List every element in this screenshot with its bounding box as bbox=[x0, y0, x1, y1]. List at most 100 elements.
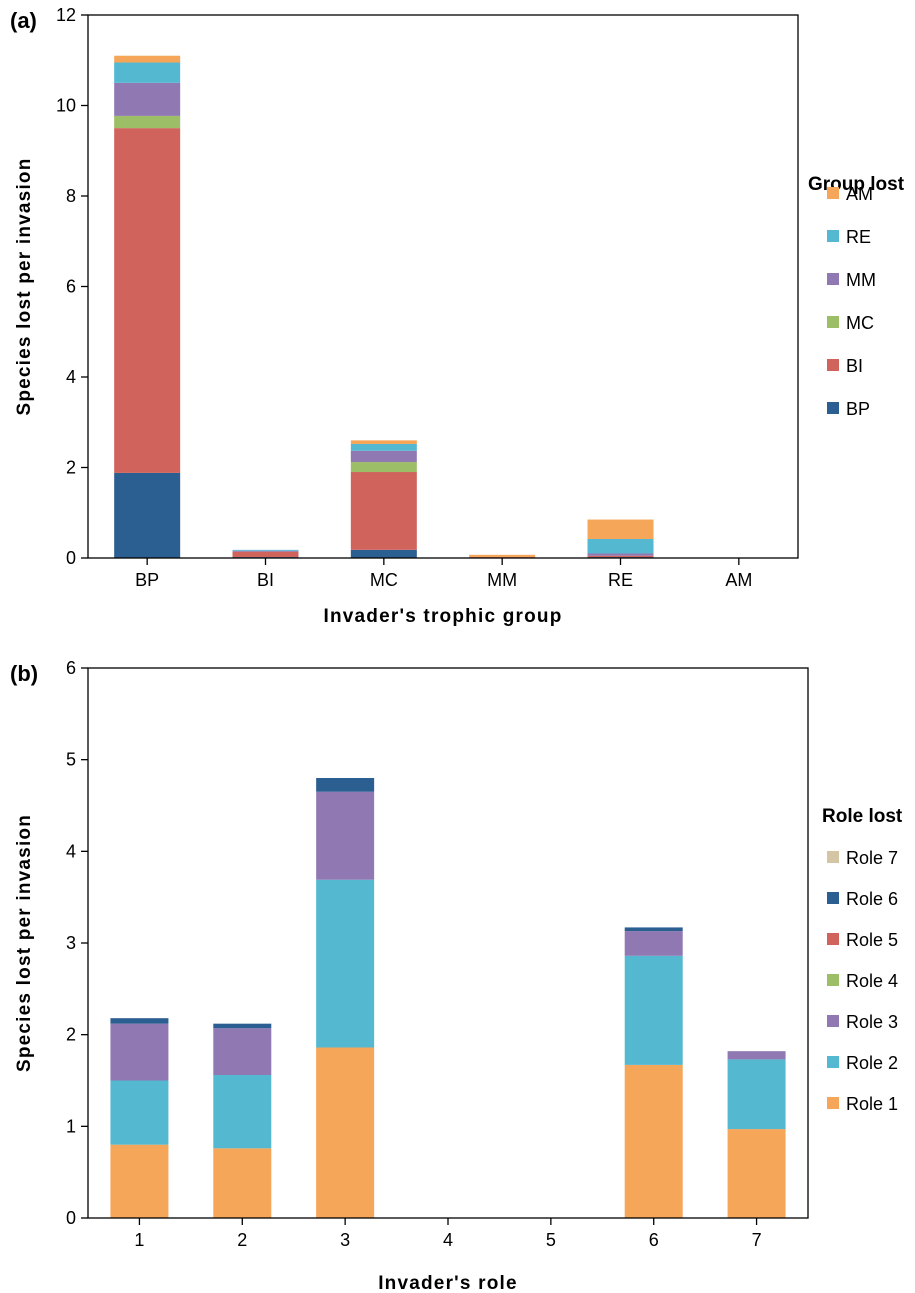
x-tick-label-a: RE bbox=[608, 570, 633, 590]
y-tick-label-b: 1 bbox=[66, 1116, 76, 1136]
legend-swatch-a-MM bbox=[827, 273, 839, 285]
bar-a-RE-AM bbox=[587, 519, 654, 539]
bar-b-3-Role-2 bbox=[316, 879, 375, 1048]
legend-label-b-Role-2: Role 2 bbox=[846, 1053, 898, 1073]
y-tick-label-b: 5 bbox=[66, 750, 76, 770]
legend-swatch-a-BI bbox=[827, 359, 839, 371]
y-tick-label-a: 6 bbox=[66, 277, 76, 297]
legend-swatch-b-Role-6 bbox=[827, 892, 839, 904]
x-axis-title-a: Invader's trophic group bbox=[323, 606, 562, 627]
bar-b-1-Role-2 bbox=[110, 1080, 169, 1145]
bar-a-MM-AM bbox=[469, 554, 536, 558]
legend-swatch-b-Role-2 bbox=[827, 1056, 839, 1068]
legend-swatch-b-Role-4 bbox=[827, 974, 839, 986]
panel-b-chart: (b) 0 1 2 3 4 5 6 1 2 3 4 5 6 7 Invader's role Species l… bbox=[10, 658, 903, 1293]
bar-b-2-Role-1 bbox=[213, 1148, 272, 1218]
bar-b-3-Role-6 bbox=[316, 778, 375, 792]
bar-a-MC-AM bbox=[350, 440, 417, 444]
x-tick-label-a: BI bbox=[257, 570, 274, 590]
legend-swatch-a-RE bbox=[827, 230, 839, 242]
y-tick-label-b: 4 bbox=[66, 841, 76, 861]
x-tick-label-a: AM bbox=[725, 570, 752, 590]
bar-a-RE-RE bbox=[587, 539, 654, 554]
x-tick-label-b: 1 bbox=[134, 1230, 144, 1250]
legend-swatch-b-Role-5 bbox=[827, 933, 839, 945]
y-tick-label-b: 2 bbox=[66, 1025, 76, 1045]
bar-a-BP-MM bbox=[114, 82, 181, 116]
bar-b-2-Role-6 bbox=[213, 1023, 272, 1029]
y-tick-label-b: 3 bbox=[66, 933, 76, 953]
legend-label-b-Role-7: Role 7 bbox=[846, 848, 898, 868]
legend-label-b-Role-4: Role 4 bbox=[846, 971, 898, 991]
bar-b-1-Role-1 bbox=[110, 1144, 169, 1218]
legend-title-b: Role lost bbox=[822, 806, 903, 827]
x-tick-label-b: 6 bbox=[649, 1230, 659, 1250]
x-tick-label-b: 7 bbox=[752, 1230, 762, 1250]
bar-a-MC-BI bbox=[350, 472, 417, 550]
panel-label-a: (a) bbox=[10, 8, 37, 33]
legend-label-a-MM: MM bbox=[846, 270, 876, 290]
x-tick-label-a: BP bbox=[135, 570, 159, 590]
panel-a-chart: (a) 0 2 4 6 8 10 12 BP BI MC MM RE AM Invader's trophi… bbox=[10, 5, 905, 627]
y-tick-label-a: 12 bbox=[56, 5, 76, 25]
bar-a-BI-MM bbox=[232, 550, 299, 552]
y-axis-title-b: Species lost per invasion bbox=[14, 814, 35, 1072]
bar-a-MC-BP bbox=[350, 549, 417, 558]
bar-b-7-Role-3 bbox=[727, 1051, 786, 1060]
legend-label-a-MC: MC bbox=[846, 313, 874, 333]
bar-a-RE-MM bbox=[587, 553, 654, 556]
plot-frame-b bbox=[87, 667, 809, 1219]
legend-label-a-BI: BI bbox=[846, 356, 863, 376]
y-tick-label-a: 10 bbox=[56, 96, 76, 116]
bar-b-6-Role-2 bbox=[624, 955, 683, 1065]
y-tick-label-a: 0 bbox=[66, 548, 76, 568]
x-tick-label-a: MM bbox=[487, 570, 517, 590]
bar-b-6-Role-6 bbox=[624, 927, 683, 932]
legend-swatch-a-BP bbox=[827, 402, 839, 414]
bar-a-BP-MC bbox=[114, 115, 181, 129]
bar-b-7-Role-1 bbox=[727, 1129, 786, 1218]
bar-b-1-Role-3 bbox=[110, 1023, 169, 1081]
x-tick-label-b: 4 bbox=[443, 1230, 453, 1250]
x-axis-title-b: Invader's role bbox=[378, 1273, 518, 1293]
y-axis-title-a: Species lost per invasion bbox=[14, 157, 35, 415]
legend-swatch-b-Role-1 bbox=[827, 1097, 839, 1109]
bar-b-7-Role-2 bbox=[727, 1059, 786, 1130]
legend-label-a-AM: AM bbox=[846, 184, 873, 204]
legend-label-a-RE: RE bbox=[846, 227, 871, 247]
legend-swatch-b-Role-3 bbox=[827, 1015, 839, 1027]
bar-a-BI-RE bbox=[232, 549, 299, 551]
bar-a-BP-AM bbox=[114, 55, 181, 63]
x-tick-label-a: MC bbox=[370, 570, 398, 590]
legend-label-a-BP: BP bbox=[846, 399, 870, 419]
legend-label-b-Role-6: Role 6 bbox=[846, 889, 898, 909]
bar-a-BP-BP bbox=[114, 472, 181, 558]
bar-b-3-Role-3 bbox=[316, 791, 375, 880]
y-tick-label-a: 8 bbox=[66, 186, 76, 206]
bar-b-6-Role-1 bbox=[624, 1064, 683, 1218]
legend-label-b-Role-3: Role 3 bbox=[846, 1012, 898, 1032]
x-tick-label-b: 2 bbox=[237, 1230, 247, 1250]
legend-swatch-a-MC bbox=[827, 316, 839, 328]
x-tick-label-b: 5 bbox=[546, 1230, 556, 1250]
bar-b-2-Role-3 bbox=[213, 1028, 272, 1075]
y-tick-label-a: 2 bbox=[66, 458, 76, 478]
x-tick-label-b: 3 bbox=[340, 1230, 350, 1250]
bar-b-2-Role-2 bbox=[213, 1075, 272, 1149]
bar-a-RE-BI bbox=[587, 555, 654, 558]
legend-swatch-b-Role-7 bbox=[827, 851, 839, 863]
legend-swatch-a-AM bbox=[827, 187, 839, 199]
panel-label-b: (b) bbox=[10, 661, 38, 686]
bar-a-BP-RE bbox=[114, 62, 181, 83]
y-tick-label-b: 0 bbox=[66, 1208, 76, 1228]
bar-a-MC-RE bbox=[350, 443, 417, 451]
plot-frame-a bbox=[87, 14, 799, 559]
y-tick-label-a: 4 bbox=[66, 367, 76, 387]
bar-b-3-Role-1 bbox=[316, 1047, 375, 1218]
bar-a-MC-MM bbox=[350, 450, 417, 463]
legend-label-b-Role-5: Role 5 bbox=[846, 930, 898, 950]
bar-a-BI-BI bbox=[232, 551, 299, 558]
y-tick-label-b: 6 bbox=[66, 658, 76, 678]
bar-a-MC-MC bbox=[350, 462, 417, 473]
